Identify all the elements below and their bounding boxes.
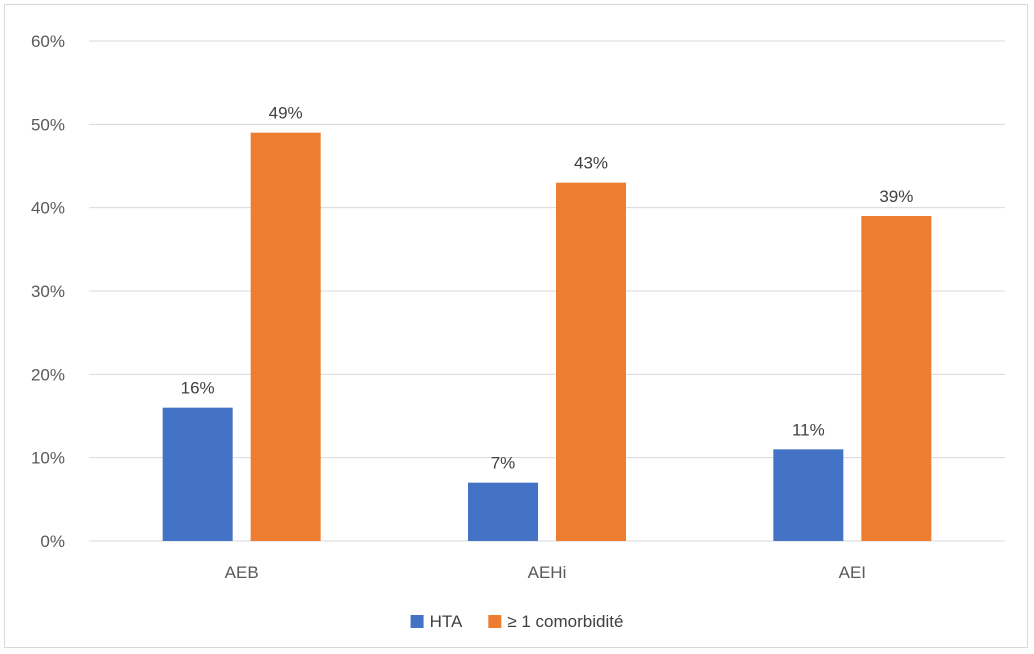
y-axis-ticks: 0% 10% 20% 30% 40% 50% 60% xyxy=(31,32,65,551)
bars xyxy=(162,132,932,541)
y-tick-label: 30% xyxy=(31,282,65,301)
x-axis-ticks: AEB AEHi AEI xyxy=(225,563,866,582)
data-label: 16% xyxy=(181,379,215,398)
x-tick-label: AEI xyxy=(839,563,866,582)
x-tick-label: AEB xyxy=(225,563,259,582)
x-tick-label: AEHi xyxy=(528,563,567,582)
legend: HTA ≥ 1 comorbidité xyxy=(410,612,623,631)
bar-aeb-series-0 xyxy=(162,407,233,541)
y-tick-label: 0% xyxy=(40,532,65,551)
y-tick-label: 40% xyxy=(31,199,65,218)
legend-item: HTA xyxy=(410,612,463,631)
bar-chart: 0% 10% 20% 30% 40% 50% 60% 16% 49% 7% 43% 11% 39% A… xyxy=(31,32,1005,631)
legend-swatch xyxy=(488,615,502,628)
y-tick-label: 10% xyxy=(31,449,65,468)
bar-aeb-series-1 xyxy=(250,132,321,541)
data-label: 7% xyxy=(491,454,516,473)
legend-swatch xyxy=(410,615,424,628)
y-tick-label: 60% xyxy=(31,32,65,51)
data-label: 39% xyxy=(879,187,913,206)
data-label: 11% xyxy=(792,420,825,439)
y-tick-label: 20% xyxy=(31,365,65,384)
legend-label: ≥ 1 comorbidité xyxy=(507,612,623,631)
bar-aehi-series-0 xyxy=(468,482,538,541)
chart-frame: 0% 10% 20% 30% 40% 50% 60% 16% 49% 7% 43% 11% 39% A… xyxy=(4,4,1028,648)
data-label: 49% xyxy=(269,104,303,123)
bar-aei-series-0 xyxy=(773,449,844,541)
y-tick-label: 50% xyxy=(31,115,65,134)
data-labels: 16% 49% 7% 43% 11% 39% xyxy=(181,104,914,473)
legend-label: HTA xyxy=(430,612,463,631)
bar-aei-series-1 xyxy=(861,216,932,541)
data-label: 43% xyxy=(574,154,608,173)
bar-aehi-series-1 xyxy=(556,182,626,541)
legend-item: ≥ 1 comorbidité xyxy=(488,612,623,631)
gridlines xyxy=(89,40,1005,542)
